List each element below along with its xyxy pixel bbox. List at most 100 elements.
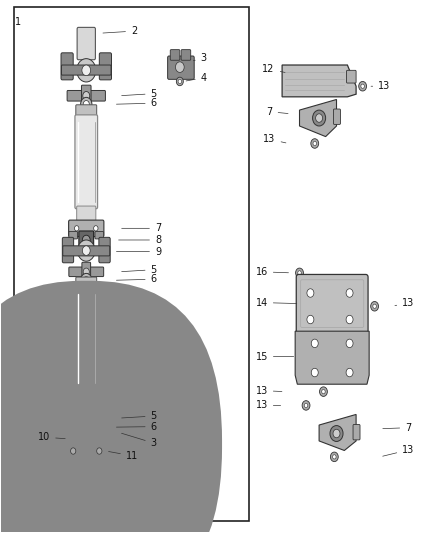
Text: 2: 2 bbox=[103, 26, 137, 36]
FancyBboxPatch shape bbox=[75, 287, 98, 390]
Circle shape bbox=[359, 82, 367, 91]
FancyBboxPatch shape bbox=[63, 246, 110, 256]
Text: 3: 3 bbox=[194, 53, 207, 63]
FancyBboxPatch shape bbox=[77, 206, 96, 221]
FancyBboxPatch shape bbox=[63, 394, 110, 403]
Text: 13: 13 bbox=[255, 385, 282, 395]
Circle shape bbox=[83, 277, 89, 284]
Circle shape bbox=[333, 429, 340, 438]
Circle shape bbox=[81, 420, 92, 434]
Text: 12: 12 bbox=[262, 64, 285, 74]
Circle shape bbox=[177, 77, 184, 86]
Circle shape bbox=[83, 423, 89, 431]
Text: 13: 13 bbox=[255, 400, 281, 410]
FancyBboxPatch shape bbox=[78, 246, 95, 256]
Circle shape bbox=[311, 339, 318, 348]
Circle shape bbox=[81, 98, 92, 111]
FancyBboxPatch shape bbox=[99, 386, 110, 410]
Circle shape bbox=[71, 448, 76, 454]
FancyBboxPatch shape bbox=[99, 237, 110, 263]
FancyBboxPatch shape bbox=[99, 53, 112, 80]
Circle shape bbox=[78, 388, 95, 409]
FancyBboxPatch shape bbox=[79, 231, 94, 249]
Text: 11: 11 bbox=[109, 451, 138, 461]
Circle shape bbox=[81, 273, 92, 287]
Text: 13: 13 bbox=[395, 297, 414, 308]
Circle shape bbox=[346, 289, 353, 297]
Circle shape bbox=[176, 62, 184, 72]
Circle shape bbox=[307, 316, 314, 324]
Text: 7: 7 bbox=[122, 223, 161, 233]
FancyBboxPatch shape bbox=[82, 262, 91, 281]
Circle shape bbox=[55, 434, 63, 443]
Circle shape bbox=[304, 403, 308, 408]
Circle shape bbox=[74, 225, 79, 231]
Circle shape bbox=[332, 455, 336, 459]
Text: 16: 16 bbox=[255, 267, 289, 277]
FancyBboxPatch shape bbox=[65, 437, 107, 457]
FancyBboxPatch shape bbox=[82, 409, 91, 427]
Circle shape bbox=[330, 425, 343, 441]
Text: 3: 3 bbox=[122, 433, 157, 448]
Circle shape bbox=[313, 110, 325, 126]
Text: 5: 5 bbox=[122, 411, 157, 421]
Circle shape bbox=[311, 139, 319, 148]
FancyBboxPatch shape bbox=[296, 274, 368, 333]
Circle shape bbox=[298, 271, 301, 275]
FancyBboxPatch shape bbox=[77, 27, 95, 60]
Circle shape bbox=[82, 235, 90, 245]
Circle shape bbox=[346, 316, 353, 324]
FancyBboxPatch shape bbox=[76, 426, 97, 437]
Circle shape bbox=[83, 415, 89, 422]
FancyBboxPatch shape bbox=[69, 414, 104, 423]
FancyBboxPatch shape bbox=[95, 231, 104, 239]
Circle shape bbox=[311, 368, 318, 377]
Circle shape bbox=[330, 452, 338, 462]
Circle shape bbox=[83, 101, 89, 108]
Circle shape bbox=[320, 387, 327, 397]
Circle shape bbox=[82, 65, 91, 76]
FancyBboxPatch shape bbox=[346, 70, 356, 83]
Circle shape bbox=[316, 114, 322, 122]
FancyBboxPatch shape bbox=[0, 281, 222, 533]
FancyBboxPatch shape bbox=[168, 56, 194, 79]
FancyBboxPatch shape bbox=[170, 50, 180, 60]
FancyBboxPatch shape bbox=[81, 85, 91, 107]
FancyBboxPatch shape bbox=[69, 267, 104, 277]
Circle shape bbox=[296, 268, 304, 278]
Text: 5: 5 bbox=[122, 88, 157, 99]
FancyBboxPatch shape bbox=[181, 50, 191, 60]
FancyBboxPatch shape bbox=[69, 231, 78, 239]
FancyBboxPatch shape bbox=[76, 277, 97, 288]
Text: 9: 9 bbox=[117, 247, 161, 257]
FancyBboxPatch shape bbox=[69, 220, 104, 237]
Circle shape bbox=[371, 302, 378, 311]
Circle shape bbox=[346, 368, 353, 377]
FancyBboxPatch shape bbox=[353, 424, 360, 440]
Circle shape bbox=[178, 79, 182, 84]
Circle shape bbox=[82, 246, 90, 255]
Circle shape bbox=[322, 390, 325, 394]
FancyBboxPatch shape bbox=[61, 65, 111, 75]
Text: 6: 6 bbox=[117, 422, 157, 432]
Text: 15: 15 bbox=[255, 352, 294, 361]
Text: 1: 1 bbox=[15, 17, 21, 27]
Circle shape bbox=[361, 84, 364, 88]
Polygon shape bbox=[300, 100, 336, 136]
Circle shape bbox=[82, 394, 90, 403]
FancyBboxPatch shape bbox=[75, 115, 98, 209]
FancyBboxPatch shape bbox=[76, 105, 97, 116]
Polygon shape bbox=[319, 415, 356, 450]
Text: 6: 6 bbox=[117, 274, 157, 284]
Polygon shape bbox=[295, 331, 369, 384]
Text: 13: 13 bbox=[263, 134, 286, 144]
Bar bbox=[14, 7, 250, 521]
Text: 8: 8 bbox=[119, 235, 161, 245]
Polygon shape bbox=[282, 65, 356, 97]
FancyBboxPatch shape bbox=[77, 387, 96, 401]
FancyBboxPatch shape bbox=[333, 109, 340, 124]
Text: 7: 7 bbox=[383, 423, 411, 433]
Circle shape bbox=[78, 240, 95, 261]
Circle shape bbox=[83, 92, 90, 100]
Circle shape bbox=[313, 141, 317, 146]
